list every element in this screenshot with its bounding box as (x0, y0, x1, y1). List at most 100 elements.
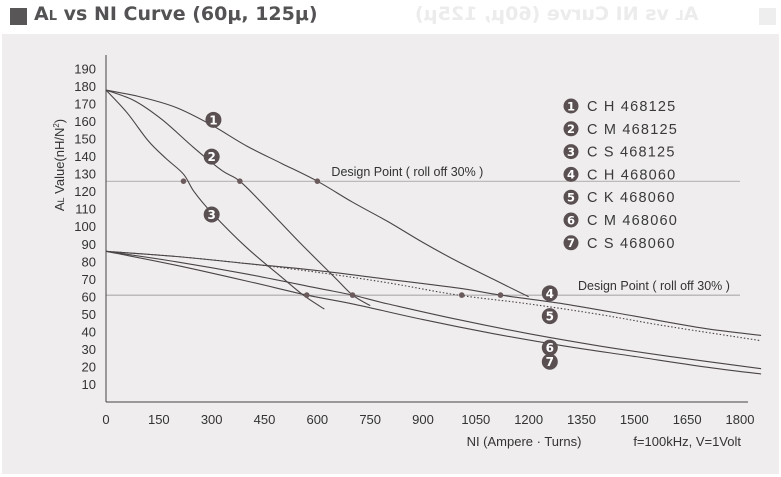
legend-entry-6: 6 C M 468060 (563, 212, 678, 229)
x-tick-1350: 1350 (567, 412, 596, 427)
x-axis-label: NI (Ampere · Turns) (467, 434, 582, 449)
title-bullet-bleedthrough (759, 8, 776, 25)
legend-marker-7 (563, 235, 579, 251)
y-tick-60: 60 (82, 289, 96, 304)
legend-entry-2: 2 C M 468125 (563, 121, 678, 138)
design-point-7 (303, 292, 310, 298)
y-tick-90: 90 (82, 237, 96, 252)
x-tick-1050: 1050 (461, 412, 490, 427)
series-markers: 1 2 3 4 5 67 (203, 111, 558, 370)
legend-entry-3: 3 C S 468125 (563, 144, 674, 161)
y-axis-label: AL Value(nH/N2) (52, 119, 67, 211)
x-tick-1200: 1200 (514, 412, 543, 427)
series-marker-6: 6 (541, 339, 558, 356)
x-tick-900: 900 (412, 412, 434, 427)
design-points (180, 178, 504, 298)
series-line-5 (105, 250, 762, 342)
gridlines (106, 180, 740, 296)
series-marker-7: 7 (541, 353, 558, 370)
series-marker-2: 2 (203, 148, 220, 165)
series-marker-circle-2 (203, 148, 220, 165)
legend-entry-5: 5 C K 468060 (563, 189, 676, 206)
series-marker-number-7: 7 (546, 355, 554, 369)
legend-entry-7: 7 C S 468060 (563, 235, 676, 252)
series-marker-number-1: 1 (209, 113, 217, 127)
y-tick-20: 20 (82, 359, 96, 374)
legend-label-7: C S 468060 (587, 236, 676, 252)
x-tick-labels: 0 150 300 450 600 750 900 1050 1200 1350 1500 1650 1… (102, 412, 754, 427)
series-marker-number-2: 2 (207, 150, 215, 164)
y-tick-80: 80 (82, 254, 96, 269)
legend-entry-1: 1 C H 468125 (563, 98, 676, 115)
legend-label-6: C M 468060 (587, 213, 678, 229)
series-marker-5: 5 (541, 308, 558, 325)
x-tick-600: 600 (306, 412, 328, 427)
y-tick-140: 140 (74, 149, 96, 164)
legend-label-4: C H 468060 (587, 167, 676, 183)
y-tick-120: 120 (74, 184, 96, 199)
y-tick-130: 130 (74, 167, 96, 182)
legend-entry-4: 4 C H 468060 (563, 166, 676, 183)
y-tick-30: 30 (82, 342, 96, 357)
legend-marker-1 (563, 98, 579, 114)
legend-label-2: C M 468125 (587, 122, 678, 138)
series-line-7 (105, 250, 762, 375)
series-marker-circle-1 (205, 111, 222, 128)
design-point-label-2: Design Point ( roll off 30% ) (578, 279, 730, 293)
series-marker-circle-3 (203, 206, 220, 223)
series-line-2 (105, 89, 371, 307)
design-point-6 (349, 292, 356, 298)
y-tick-190: 190 (74, 62, 96, 77)
y-tick-10: 10 (82, 377, 96, 392)
legend-label-1: C H 468125 (587, 99, 676, 115)
series-line-1 (105, 89, 529, 298)
legend-marker-number-6: 6 (567, 213, 575, 227)
legend-marker-number-1: 1 (567, 99, 575, 113)
legend-marker-3 (563, 144, 579, 160)
legend-marker-6 (563, 212, 579, 228)
y-tick-110: 110 (75, 202, 96, 217)
legend-marker-number-4: 4 (567, 168, 575, 182)
y-tick-170: 170 (74, 97, 96, 112)
x-tick-750: 750 (359, 412, 381, 427)
legend-marker-number-2: 2 (567, 122, 575, 136)
legend-marker-number-5: 5 (567, 191, 575, 205)
series-marker-circle-7 (541, 353, 558, 370)
y-tick-160: 160 (74, 114, 96, 129)
legend-marker-4 (563, 166, 579, 182)
design-point-1 (314, 178, 321, 184)
design-point-4 (497, 292, 504, 298)
series-marker-circle-5 (541, 308, 558, 325)
x-tick-1800: 1800 (726, 412, 755, 427)
series-marker-circle-6 (541, 339, 558, 356)
y-tick-labels: 10 20 30 40 50 60 70 80 90 100 110 120 130 140 150 160 1… (74, 62, 96, 392)
legend-marker-2 (563, 121, 579, 137)
x-tick-0: 0 (102, 412, 109, 427)
series-marker-circle-4 (541, 285, 558, 302)
legend-marker-number-7: 7 (567, 236, 575, 250)
series-line-4 (105, 250, 762, 336)
series-marker-number-6: 6 (546, 341, 554, 355)
x-tick-300: 300 (201, 412, 223, 427)
series-line-6 (105, 250, 762, 370)
series-marker-number-5: 5 (546, 310, 554, 324)
x-tick-1500: 1500 (620, 412, 649, 427)
axes (105, 55, 748, 403)
design-point-5 (458, 292, 465, 298)
series-line-3 (105, 89, 325, 310)
series-marker-3: 3 (203, 206, 220, 223)
series-marker-1: 1 (205, 111, 222, 128)
x-tick-1650: 1650 (673, 412, 702, 427)
y-tick-70: 70 (82, 272, 96, 287)
design-point-2 (237, 178, 243, 184)
series-marker-number-3: 3 (207, 208, 215, 222)
y-tick-50: 50 (82, 307, 96, 322)
title-bar: AL vs NI Curve (60μ, 125μ) AL vs NI Curv… (0, 0, 781, 34)
title-bullet (10, 8, 27, 25)
legend-marker-5 (563, 189, 579, 205)
y-tick-150: 150 (74, 132, 96, 147)
design-point-3 (180, 178, 187, 184)
legend-marker-number-3: 3 (567, 145, 575, 159)
series-marker-4: 4 (541, 285, 558, 302)
legend-label-5: C K 468060 (587, 190, 676, 206)
